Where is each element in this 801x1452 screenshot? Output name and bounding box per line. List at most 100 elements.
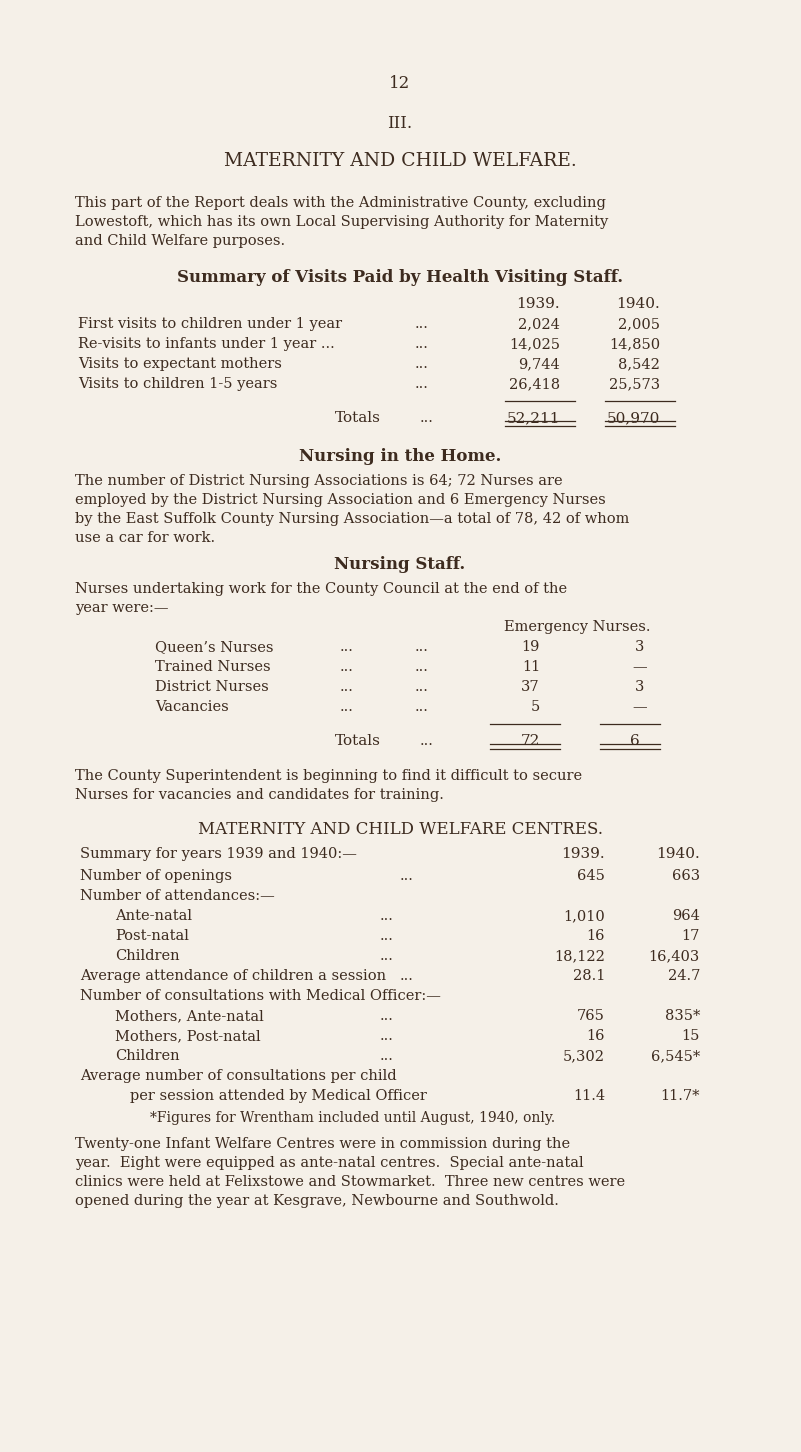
Text: 14,025: 14,025 bbox=[509, 337, 560, 351]
Text: 5: 5 bbox=[531, 700, 540, 714]
Text: 3: 3 bbox=[635, 640, 645, 653]
Text: 1,010: 1,010 bbox=[563, 909, 605, 923]
Text: III.: III. bbox=[388, 115, 413, 132]
Text: Average attendance of children a session: Average attendance of children a session bbox=[80, 968, 386, 983]
Text: Queen’s Nurses: Queen’s Nurses bbox=[155, 640, 273, 653]
Text: 6,545*: 6,545* bbox=[650, 1048, 700, 1063]
Text: by the East Suffolk County Nursing Association—a total of 78, 42 of whom: by the East Suffolk County Nursing Assoc… bbox=[75, 513, 630, 526]
Text: The number of District Nursing Associations is 64; 72 Nurses are: The number of District Nursing Associati… bbox=[75, 473, 562, 488]
Text: Twenty-one Infant Welfare Centres were in commission during the: Twenty-one Infant Welfare Centres were i… bbox=[75, 1137, 570, 1151]
Text: Summary of Visits Paid by Health Visiting Staff.: Summary of Visits Paid by Health Visitin… bbox=[177, 269, 623, 286]
Text: MATERNITY AND CHILD WELFARE CENTRES.: MATERNITY AND CHILD WELFARE CENTRES. bbox=[198, 820, 602, 838]
Text: use a car for work.: use a car for work. bbox=[75, 531, 215, 544]
Text: ...: ... bbox=[400, 968, 414, 983]
Text: 1939.: 1939. bbox=[517, 298, 560, 311]
Text: 16: 16 bbox=[586, 929, 605, 942]
Text: ...: ... bbox=[420, 735, 434, 748]
Text: 24.7: 24.7 bbox=[667, 968, 700, 983]
Text: 17: 17 bbox=[682, 929, 700, 942]
Text: ...: ... bbox=[415, 680, 429, 694]
Text: Children: Children bbox=[115, 950, 179, 963]
Text: ...: ... bbox=[340, 661, 354, 674]
Text: The County Superintendent is beginning to find it difficult to secure: The County Superintendent is beginning t… bbox=[75, 770, 582, 783]
Text: 52,211: 52,211 bbox=[506, 411, 560, 425]
Text: 765: 765 bbox=[578, 1009, 605, 1024]
Text: 11.4: 11.4 bbox=[573, 1089, 605, 1104]
Text: ...: ... bbox=[380, 909, 394, 923]
Text: 11: 11 bbox=[521, 661, 540, 674]
Text: year.  Eight were equipped as ante-natal centres.  Special ante-natal: year. Eight were equipped as ante-natal … bbox=[75, 1156, 584, 1170]
Text: Mothers, Post-natal: Mothers, Post-natal bbox=[115, 1029, 260, 1043]
Text: Totals: Totals bbox=[335, 411, 380, 425]
Text: Number of openings: Number of openings bbox=[80, 868, 232, 883]
Text: Re-visits to infants under 1 year ...: Re-visits to infants under 1 year ... bbox=[78, 337, 335, 351]
Text: 26,418: 26,418 bbox=[509, 378, 560, 391]
Text: ...: ... bbox=[420, 411, 434, 425]
Text: opened during the year at Kesgrave, Newbourne and Southwold.: opened during the year at Kesgrave, Newb… bbox=[75, 1194, 559, 1208]
Text: First visits to children under 1 year: First visits to children under 1 year bbox=[78, 317, 342, 331]
Text: 25,573: 25,573 bbox=[609, 378, 660, 391]
Text: 16,403: 16,403 bbox=[649, 950, 700, 963]
Text: 18,122: 18,122 bbox=[554, 950, 605, 963]
Text: ...: ... bbox=[340, 640, 354, 653]
Text: Visits to children 1-5 years: Visits to children 1-5 years bbox=[78, 378, 277, 391]
Text: 19: 19 bbox=[521, 640, 540, 653]
Text: Number of consultations with Medical Officer:—: Number of consultations with Medical Off… bbox=[80, 989, 441, 1003]
Text: ...: ... bbox=[380, 1029, 394, 1043]
Text: ...: ... bbox=[380, 929, 394, 942]
Text: Mothers, Ante-natal: Mothers, Ante-natal bbox=[115, 1009, 264, 1024]
Text: Trained Nurses: Trained Nurses bbox=[155, 661, 271, 674]
Text: ...: ... bbox=[380, 1009, 394, 1024]
Text: 15: 15 bbox=[682, 1029, 700, 1043]
Text: Nursing in the Home.: Nursing in the Home. bbox=[299, 449, 501, 465]
Text: per session attended by Medical Officer: per session attended by Medical Officer bbox=[130, 1089, 427, 1104]
Text: ...: ... bbox=[415, 337, 429, 351]
Text: Nurses for vacancies and candidates for training.: Nurses for vacancies and candidates for … bbox=[75, 788, 444, 802]
Text: 645: 645 bbox=[578, 868, 605, 883]
Text: Number of attendances:—: Number of attendances:— bbox=[80, 889, 275, 903]
Text: ...: ... bbox=[400, 868, 414, 883]
Text: 1939.: 1939. bbox=[562, 847, 605, 861]
Text: ...: ... bbox=[415, 378, 429, 391]
Text: Average number of consultations per child: Average number of consultations per chil… bbox=[80, 1069, 396, 1083]
Text: 1940.: 1940. bbox=[616, 298, 660, 311]
Text: 2,024: 2,024 bbox=[518, 317, 560, 331]
Text: employed by the District Nursing Association and 6 Emergency Nurses: employed by the District Nursing Associa… bbox=[75, 494, 606, 507]
Text: and Child Welfare purposes.: and Child Welfare purposes. bbox=[75, 234, 285, 248]
Text: ...: ... bbox=[415, 700, 429, 714]
Text: ...: ... bbox=[340, 680, 354, 694]
Text: Emergency Nurses.: Emergency Nurses. bbox=[504, 620, 650, 635]
Text: 16: 16 bbox=[586, 1029, 605, 1043]
Text: Totals: Totals bbox=[335, 735, 380, 748]
Text: 50,970: 50,970 bbox=[606, 411, 660, 425]
Text: *Figures for Wrentham included until August, 1940, only.: *Figures for Wrentham included until Aug… bbox=[150, 1111, 555, 1125]
Text: 6: 6 bbox=[630, 735, 640, 748]
Text: Vacancies: Vacancies bbox=[155, 700, 229, 714]
Text: This part of the Report deals with the Administrative County, excluding: This part of the Report deals with the A… bbox=[75, 196, 606, 211]
Text: 3: 3 bbox=[635, 680, 645, 694]
Text: District Nurses: District Nurses bbox=[155, 680, 269, 694]
Text: 663: 663 bbox=[672, 868, 700, 883]
Text: 14,850: 14,850 bbox=[609, 337, 660, 351]
Text: 72: 72 bbox=[521, 735, 540, 748]
Text: clinics were held at Felixstowe and Stowmarket.  Three new centres were: clinics were held at Felixstowe and Stow… bbox=[75, 1175, 625, 1189]
Text: Lowestoft, which has its own Local Supervising Authority for Maternity: Lowestoft, which has its own Local Super… bbox=[75, 215, 608, 229]
Text: 964: 964 bbox=[672, 909, 700, 923]
Text: —: — bbox=[633, 700, 647, 714]
Text: MATERNITY AND CHILD WELFARE.: MATERNITY AND CHILD WELFARE. bbox=[223, 152, 577, 170]
Text: 835*: 835* bbox=[665, 1009, 700, 1024]
Text: Nursing Staff.: Nursing Staff. bbox=[334, 556, 465, 574]
Text: year were:—: year were:— bbox=[75, 601, 168, 616]
Text: Summary for years 1939 and 1940:—: Summary for years 1939 and 1940:— bbox=[80, 847, 357, 861]
Text: Nurses undertaking work for the County Council at the end of the: Nurses undertaking work for the County C… bbox=[75, 582, 567, 595]
Text: Visits to expectant mothers: Visits to expectant mothers bbox=[78, 357, 282, 372]
Text: 11.7*: 11.7* bbox=[661, 1089, 700, 1104]
Text: 2,005: 2,005 bbox=[618, 317, 660, 331]
Text: Ante-natal: Ante-natal bbox=[115, 909, 192, 923]
Text: 37: 37 bbox=[521, 680, 540, 694]
Text: ...: ... bbox=[380, 1048, 394, 1063]
Text: ...: ... bbox=[415, 357, 429, 372]
Text: 12: 12 bbox=[389, 76, 411, 91]
Text: ...: ... bbox=[380, 950, 394, 963]
Text: 9,744: 9,744 bbox=[518, 357, 560, 372]
